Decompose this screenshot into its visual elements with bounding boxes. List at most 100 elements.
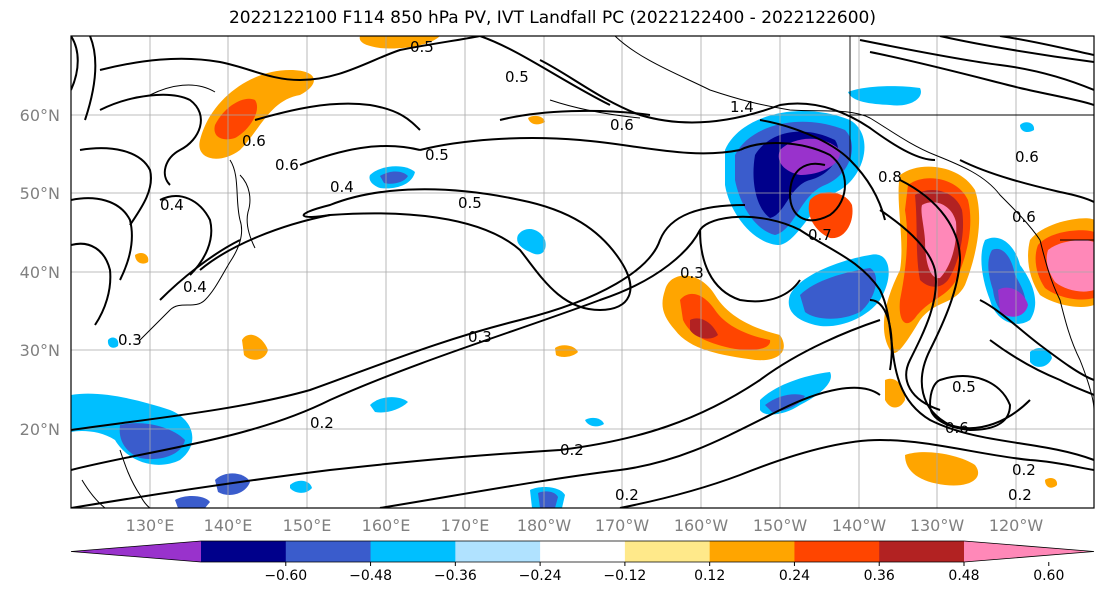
contour-label: 0.5	[410, 38, 434, 56]
lon-label: 160°E	[362, 516, 411, 535]
colorbar-tick-label: −0.60	[264, 568, 307, 584]
contour-label: 0.3	[680, 264, 704, 282]
anomaly-blob	[370, 397, 408, 413]
colorbar-tick-label: 0.24	[779, 568, 810, 584]
colorbar-tick-label: 0.12	[694, 568, 725, 584]
anomaly-blob	[517, 228, 546, 255]
anomaly-blob	[214, 98, 258, 140]
boundaries	[849, 36, 1094, 241]
anomaly-blob	[778, 138, 841, 175]
lat-label: 20°N	[20, 420, 60, 439]
colorbar-segment	[540, 541, 626, 562]
colorbar-segment	[455, 541, 541, 562]
anomaly-blob	[690, 318, 718, 339]
colorbar-tick-label: 0.48	[948, 568, 979, 584]
lon-label: 160°W	[674, 516, 729, 535]
contour-labels: 0.5 0.5 0.5 0.5 0.6 0.6 0.4 0.4 0.3 0.3 …	[118, 38, 1039, 504]
lon-label: 130°W	[910, 516, 965, 535]
colorbar-tick-label: −0.24	[519, 568, 562, 584]
lon-label: 150°E	[283, 516, 332, 535]
contour-label: 1.4	[730, 98, 754, 116]
anomaly-blob	[998, 287, 1028, 317]
anomaly-blob	[1045, 477, 1058, 488]
lat-label: 60°N	[20, 106, 60, 125]
colorbar-tick-label: −0.36	[434, 568, 477, 584]
lat-label: 50°N	[20, 184, 60, 203]
lon-label: 170°W	[595, 516, 650, 535]
pv-contours	[71, 36, 1094, 508]
contour-label: 0.8	[878, 168, 902, 186]
anomaly-blob	[848, 86, 921, 106]
anomaly-blob	[765, 394, 805, 412]
coastlines	[81, 36, 1094, 508]
anomaly-blob	[1046, 240, 1094, 292]
contour-label: 0.5	[458, 194, 482, 212]
contour-label: 0.2	[310, 414, 334, 432]
lon-label: 120°W	[989, 516, 1044, 535]
anomaly-blob	[135, 252, 149, 264]
anomaly-blob	[175, 496, 210, 508]
colorbar-segment	[794, 541, 880, 562]
lat-label: 30°N	[20, 341, 60, 360]
contour-label: 0.7	[808, 226, 832, 244]
colorbar-outline	[70, 540, 1095, 563]
contour-label: 0.2	[1012, 461, 1036, 479]
anomaly-blob	[1030, 348, 1052, 367]
anomaly-blob	[107, 337, 119, 348]
lon-label: 140°E	[204, 516, 253, 535]
colorbar-segment	[964, 541, 1094, 562]
contour-label: 0.6	[242, 132, 266, 150]
contour-label: 0.6	[1012, 208, 1036, 226]
shaded-anomaly-layer	[71, 36, 1094, 508]
anomaly-blob	[242, 334, 268, 360]
colorbar: −0.60 −0.48 −0.36 −0.24 −0.12 0.12 0.24 0.36 0.4…	[70, 540, 1095, 584]
contour-label: 0.6	[945, 419, 969, 437]
map-frame	[70, 35, 1095, 509]
lon-label: 140°W	[832, 516, 887, 535]
contour-label: 0.3	[118, 331, 142, 349]
anomaly-blob	[585, 417, 604, 427]
anomaly-blob	[215, 473, 250, 495]
colorbar-segment	[285, 541, 372, 562]
lat-label: 40°N	[20, 263, 60, 282]
contour-label: 0.6	[610, 116, 634, 134]
contour-label: 0.4	[330, 178, 354, 196]
colorbar-segment	[201, 541, 287, 562]
colorbar-segment	[71, 541, 201, 562]
contour-label: 0.6	[1015, 148, 1039, 166]
colorbar-tick-label: 0.60	[1033, 568, 1064, 584]
contour-label: 0.5	[952, 378, 976, 396]
anomaly-blob	[800, 268, 877, 319]
anomaly-blob	[380, 171, 408, 184]
colorbar-tick-label: −0.12	[603, 568, 646, 584]
latitude-labels: 60°N 50°N 40°N 30°N 20°N	[20, 106, 60, 439]
colorbar-tick-label: −0.48	[349, 568, 392, 584]
colorbar-segment	[879, 541, 965, 562]
anomaly-blob	[359, 36, 440, 49]
lon-label: 150°W	[753, 516, 808, 535]
contour-label: 0.4	[183, 278, 207, 296]
contour-label: 0.2	[560, 441, 584, 459]
lon-label: 180°W	[517, 516, 572, 535]
colorbar-segment	[370, 541, 456, 562]
colorbar-segment	[709, 541, 795, 562]
colorbar-segment	[624, 541, 711, 562]
contour-label: 0.6	[275, 156, 299, 174]
anomaly-blob	[290, 480, 312, 493]
contour-label: 0.4	[160, 196, 184, 214]
anomaly-blob	[555, 345, 578, 357]
anomaly-blob	[528, 115, 545, 125]
contour-label: 0.2	[1008, 486, 1032, 504]
anomaly-blob	[538, 491, 558, 508]
longitude-labels: 130°E 140°E 150°E 160°E 170°E 180°W 170°…	[126, 516, 1044, 535]
lon-label: 170°E	[441, 516, 490, 535]
contour-label: 0.3	[468, 328, 492, 346]
anomaly-blob	[905, 452, 979, 486]
contour-label: 0.2	[615, 486, 639, 504]
contour-label: 0.5	[425, 146, 449, 164]
contour-label: 0.5	[505, 68, 529, 86]
map-title: 2022122100 F114 850 hPa PV, IVT Landfall…	[228, 8, 876, 28]
lon-label: 130°E	[126, 516, 175, 535]
colorbar-tick-label: 0.36	[864, 568, 895, 584]
